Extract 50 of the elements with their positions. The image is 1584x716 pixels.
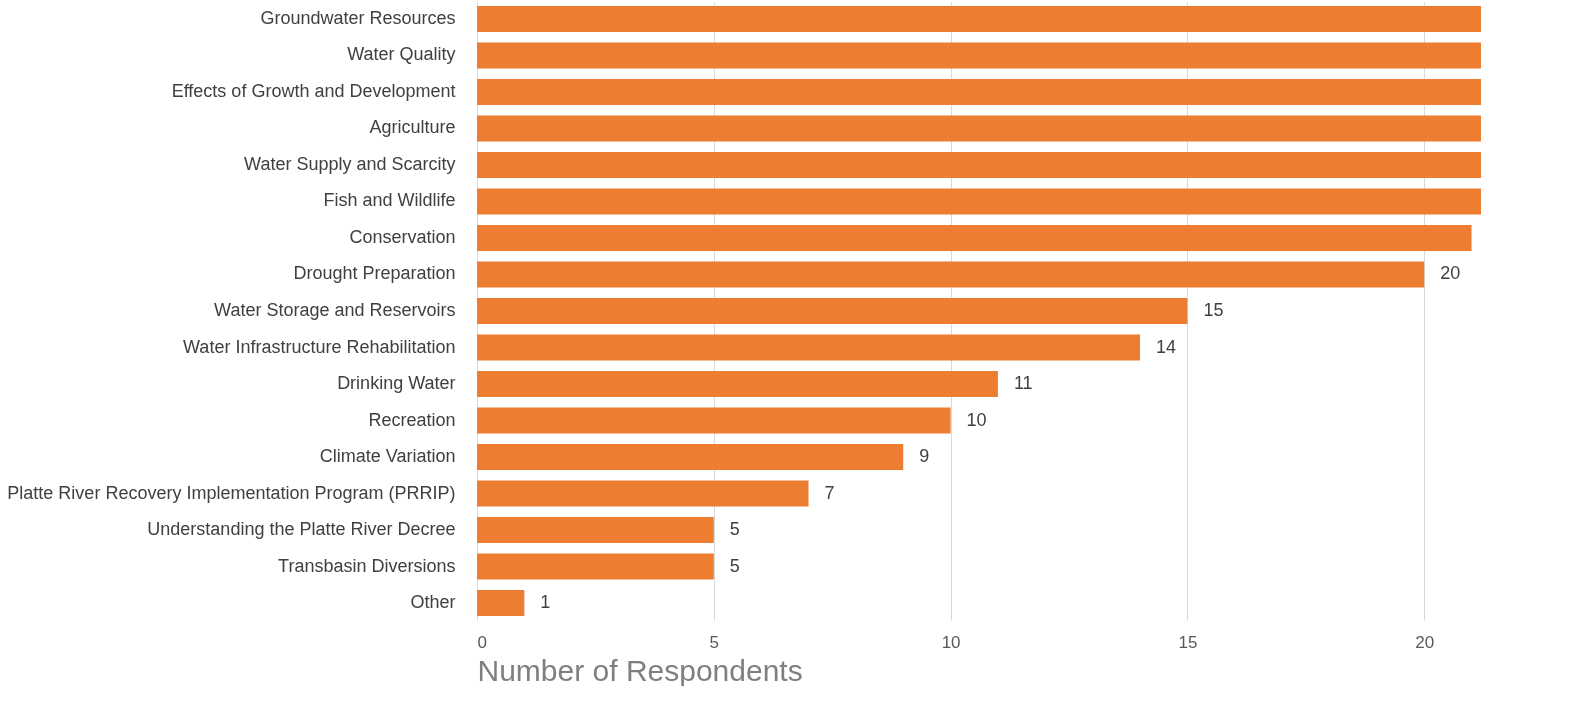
bar: [477, 590, 525, 617]
data-label: 5: [729, 519, 740, 540]
y-tick-label: Recreation: [368, 409, 456, 430]
bar: [477, 553, 714, 580]
y-tick-label: Drinking Water: [337, 373, 456, 394]
data-label: 10: [966, 409, 987, 430]
y-tick-label: Groundwater Resources: [260, 7, 456, 28]
y-tick-label: Water Quality: [347, 44, 456, 65]
bar: [477, 407, 951, 434]
data-label: 11: [1013, 373, 1033, 394]
x-tick-label: 0: [477, 632, 487, 652]
y-tick-label: Fish and Wildlife: [323, 190, 456, 211]
bar: [477, 480, 809, 507]
x-tick-label: 10: [941, 632, 961, 652]
bar: [477, 151, 1481, 178]
data-label: 7: [824, 482, 835, 503]
bar: [477, 5, 1481, 32]
y-tick-label: Other: [410, 592, 456, 613]
bar: [477, 188, 1481, 215]
y-tick-label: Transbasin Diversions: [278, 555, 456, 576]
x-tick-label: 15: [1178, 632, 1198, 652]
bar: [477, 444, 904, 471]
bar: [477, 78, 1481, 105]
bar: [477, 261, 1425, 288]
data-label: 14: [1156, 336, 1177, 357]
bar: [477, 224, 1472, 251]
y-tick-label: Water Infrastructure Rehabilitation: [183, 336, 456, 357]
data-label: 5: [729, 555, 740, 576]
y-tick-label: Platte River Recovery Implementation Program (PRRIP): [7, 482, 456, 503]
y-tick-label: Understanding the Platte River Decree: [147, 519, 456, 540]
y-tick-label: Water Supply and Scarcity: [244, 153, 456, 174]
y-tick-label: Agriculture: [369, 117, 456, 138]
x-tick-label: 5: [709, 632, 720, 652]
y-tick-label: Drought Preparation: [293, 263, 456, 284]
y-tick-label: Climate Variation: [319, 446, 456, 467]
x-axis-title: Number of Respondents: [477, 653, 803, 687]
x-tick-label: 20: [1415, 632, 1435, 652]
data-label: 20: [1440, 263, 1461, 284]
bar: [477, 334, 1141, 361]
bar: [477, 371, 998, 398]
data-label: 15: [1203, 300, 1224, 320]
data-label: 9: [919, 446, 930, 467]
y-tick-label: Effects of Growth and Development: [171, 80, 456, 101]
bar: [477, 115, 1481, 142]
bar: [477, 298, 1188, 324]
bar: [477, 42, 1481, 69]
data-label: 1: [540, 592, 551, 613]
y-tick-label: Water Storage and Reservoirs: [214, 300, 456, 320]
bar: [477, 517, 714, 544]
y-tick-label: Conservation: [349, 226, 456, 247]
